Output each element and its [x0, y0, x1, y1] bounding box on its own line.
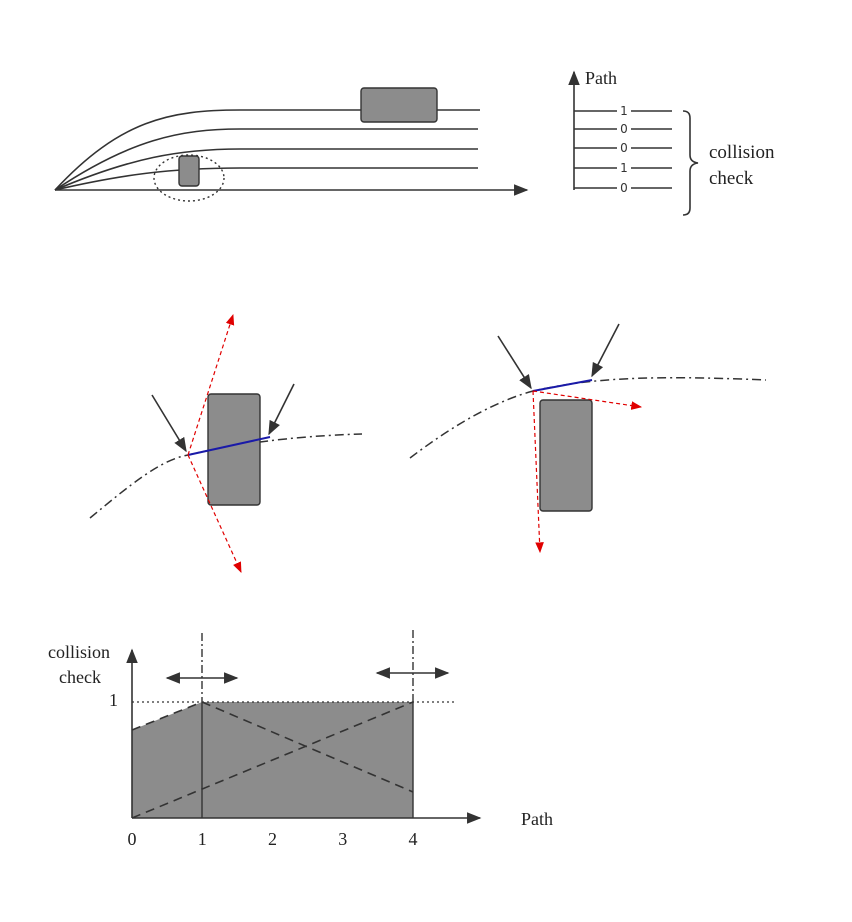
normal-vector-down-left [187, 454, 242, 573]
path-flag-label-bg [617, 142, 631, 154]
path-flag-value: 0 [620, 141, 628, 155]
chart-x-tick-label: 3 [338, 829, 347, 849]
pointer-arrow-left-a [151, 394, 187, 453]
falling-dashed-line [201, 701, 414, 793]
chart-x-tick-label: 0 [128, 829, 137, 849]
vehicle-body-right [539, 399, 593, 512]
bracket-label-line1: collision [709, 142, 775, 163]
path-flag-label-bg [617, 123, 631, 135]
candidate-paths-panel [54, 87, 529, 202]
pointer-arrow-right-b [591, 323, 620, 378]
chart-x-tick-label: 2 [268, 829, 277, 849]
chart-y-label-line2: check [59, 667, 101, 687]
path-flag-value: 1 [620, 104, 628, 118]
collision-case-left [89, 313, 363, 573]
reference-curve-right [409, 376, 767, 459]
bracket-label-line2: check [709, 168, 754, 189]
path-flag-label-bg [617, 105, 631, 117]
obstacle-small [178, 155, 200, 187]
chart-x-label: Path [521, 809, 553, 829]
path-flag-value: 0 [620, 122, 628, 136]
path-flag-value: 0 [620, 181, 628, 195]
zoom-highlight-ellipse [153, 154, 225, 202]
collision-case-right [409, 323, 767, 554]
chart-y-tick-1: 1 [109, 690, 118, 710]
bracket-brace [682, 110, 699, 216]
candidate-path-1 [54, 109, 480, 191]
rising-dashed-line [131, 701, 414, 819]
chart-x-tick-label: 1 [198, 829, 207, 849]
contact-segment-right [532, 379, 593, 392]
vehicle-body-left [207, 393, 261, 506]
path-flag-value: 1 [620, 161, 628, 175]
normal-vector-up-left [187, 313, 235, 456]
collision-check-chart: collision check 1 Path 0 1 2 3 4 [48, 630, 553, 849]
path-flag-label-bg [617, 162, 631, 174]
chart-x-tick-label: 4 [409, 829, 418, 849]
path-flag-label-bg [617, 182, 631, 194]
obstacle-large [360, 87, 438, 123]
left-dashed-rise [131, 701, 203, 731]
path-axis-label: Path [585, 68, 617, 88]
candidate-path-3 [54, 148, 478, 191]
chart-y-label-line1: collision [48, 642, 110, 662]
pointer-arrow-right-a [497, 335, 532, 390]
pointer-arrow-left-b [268, 383, 295, 436]
path-collision-flags: Path 1 0 0 1 0 collision check [568, 68, 775, 216]
candidate-path-4 [54, 167, 478, 191]
candidate-path-2 [54, 128, 478, 191]
normal-vector-down-right [532, 390, 544, 554]
contact-segment-left [187, 436, 271, 456]
